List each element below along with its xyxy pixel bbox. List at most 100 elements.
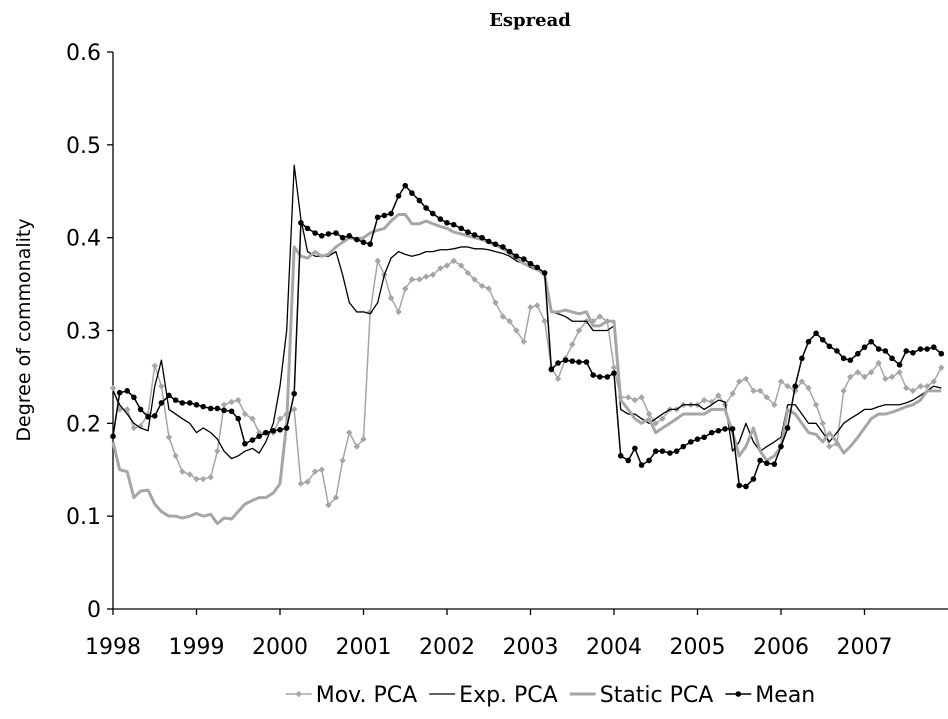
data-point xyxy=(295,690,302,698)
data-point xyxy=(166,392,172,399)
data-point xyxy=(569,341,576,348)
data-point xyxy=(799,355,805,362)
data-point xyxy=(220,401,228,408)
data-point xyxy=(437,216,444,222)
data-point xyxy=(667,450,673,456)
series xyxy=(111,212,942,526)
data-point xyxy=(826,443,833,450)
data-point xyxy=(318,466,325,473)
data-point xyxy=(854,369,862,376)
data-point xyxy=(256,433,262,440)
data-point xyxy=(555,360,561,366)
data-point xyxy=(875,359,882,367)
data-point xyxy=(354,236,360,243)
data-point xyxy=(548,366,555,373)
series-line xyxy=(111,212,942,526)
data-point xyxy=(500,244,506,250)
data-point xyxy=(910,349,916,356)
data-point xyxy=(847,373,854,381)
data-point xyxy=(374,214,381,221)
data-point xyxy=(882,375,889,382)
data-point xyxy=(214,447,221,455)
data-point xyxy=(172,452,179,460)
data-point xyxy=(499,313,507,320)
data-point xyxy=(750,387,757,395)
data-point xyxy=(659,448,666,454)
data-point xyxy=(742,375,750,382)
x-tick-label: 2003 xyxy=(503,635,559,660)
legend-label: Static PCA xyxy=(600,683,714,708)
data-point xyxy=(527,260,534,267)
data-point xyxy=(834,348,840,354)
data-point xyxy=(903,384,910,392)
data-point xyxy=(387,294,395,302)
data-point xyxy=(235,396,242,404)
data-point xyxy=(492,299,499,306)
data-point xyxy=(158,383,165,390)
data-point xyxy=(701,434,707,441)
data-point xyxy=(450,257,457,265)
data-point xyxy=(805,338,812,345)
data-point xyxy=(819,420,826,427)
legend-label: Mean xyxy=(755,683,815,708)
x-tick-label: 2006 xyxy=(753,635,809,660)
legend-label: Mov. PCA xyxy=(316,683,417,708)
data-point xyxy=(743,483,749,490)
data-point xyxy=(638,462,645,468)
data-point xyxy=(798,378,806,385)
x-tick-label: 2007 xyxy=(837,635,893,660)
data-point xyxy=(276,415,284,422)
x-tick-label: 2004 xyxy=(586,635,642,660)
data-point xyxy=(756,387,764,395)
data-point xyxy=(938,350,945,357)
data-point xyxy=(688,439,694,445)
data-point xyxy=(277,427,283,433)
data-point xyxy=(882,348,889,354)
data-point xyxy=(158,400,165,406)
x-tick-label: 2005 xyxy=(670,635,726,660)
data-point xyxy=(533,302,541,309)
data-point xyxy=(193,475,200,483)
x-tick-label: 1998 xyxy=(85,635,141,660)
y-tick-label: 0.1 xyxy=(66,505,101,530)
data-point xyxy=(861,373,868,381)
data-point xyxy=(610,364,618,371)
data-point xyxy=(291,390,297,397)
data-point xyxy=(506,248,513,255)
data-point xyxy=(109,384,117,392)
data-point xyxy=(805,384,812,392)
data-point xyxy=(888,373,896,381)
data-point xyxy=(562,357,569,364)
data-point xyxy=(242,440,248,447)
data-point xyxy=(270,427,277,434)
data-point xyxy=(471,232,478,238)
series-line xyxy=(112,260,942,506)
y-tick-label: 0.5 xyxy=(66,134,101,159)
series xyxy=(110,182,945,490)
data-point xyxy=(123,406,131,413)
data-point xyxy=(771,401,778,408)
data-point xyxy=(312,230,318,236)
data-point xyxy=(241,410,249,418)
data-point xyxy=(923,383,931,390)
data-point xyxy=(318,233,325,239)
chart-title: Espread xyxy=(489,10,571,31)
data-point xyxy=(576,359,582,365)
data-point xyxy=(861,344,868,351)
data-point xyxy=(290,406,298,413)
data-point xyxy=(332,494,340,501)
data-point xyxy=(130,424,138,432)
data-point xyxy=(757,457,763,464)
data-point xyxy=(200,403,206,410)
data-point xyxy=(527,304,534,311)
data-point xyxy=(840,387,847,395)
data-point xyxy=(700,396,708,404)
data-point xyxy=(778,443,784,450)
data-point xyxy=(298,220,304,226)
data-point xyxy=(457,262,465,269)
data-point xyxy=(464,269,472,277)
data-point xyxy=(534,264,540,271)
data-point xyxy=(521,256,527,262)
data-point xyxy=(931,344,937,351)
